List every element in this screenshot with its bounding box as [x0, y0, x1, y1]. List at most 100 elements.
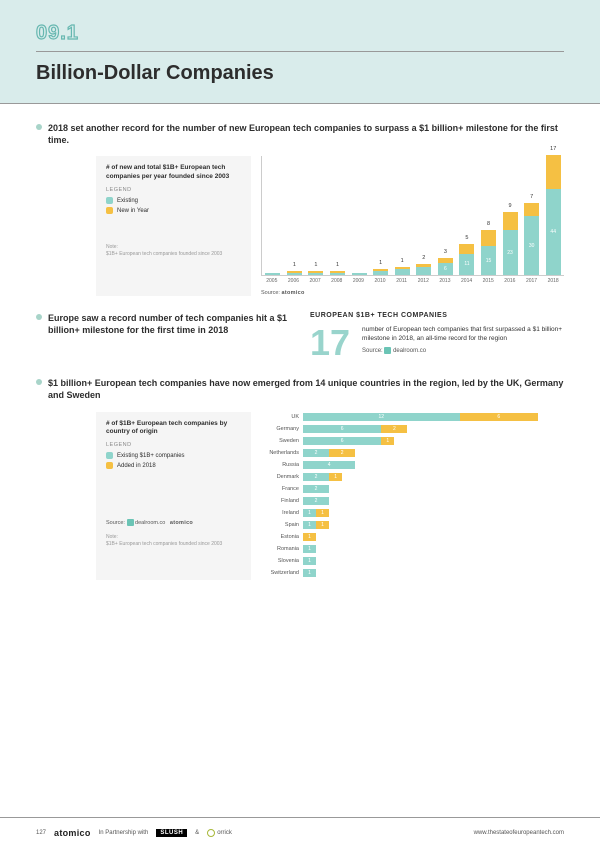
legend-item: New in Year: [106, 207, 241, 214]
page-number: 127: [36, 830, 46, 836]
hbar-track: 61: [303, 437, 564, 445]
hbar-row: Ireland11: [261, 508, 564, 518]
bar-group: 923: [503, 212, 518, 275]
hbar-segment-existing: 6: [303, 437, 381, 445]
hbar-row: Romania1: [261, 544, 564, 554]
bar-value-new: 8: [481, 221, 496, 227]
hbar-row: Switzerland1: [261, 568, 564, 578]
bar-group: 1: [308, 271, 323, 275]
page-title: Billion-Dollar Companies: [36, 62, 564, 85]
country-label: Slovenia: [261, 558, 303, 564]
hbar-segment-added: 1: [303, 533, 316, 541]
country-label: Switzerland: [261, 570, 303, 576]
bar-segment-existing: [395, 269, 410, 275]
dealroom-icon: [127, 519, 134, 526]
hbar-segment-added: 1: [381, 437, 394, 445]
legend-panel: # of new and total $1B+ European tech co…: [96, 156, 251, 296]
hbar-row: Denmark21: [261, 472, 564, 482]
x-axis-label: 2007: [304, 278, 326, 284]
x-axis-label: 2012: [412, 278, 434, 284]
hbar-track: 11: [303, 509, 564, 517]
x-axis-label: 2018: [542, 278, 564, 284]
page-header: 09.1 Billion-Dollar Companies: [0, 0, 600, 104]
x-axis-label: 2011: [391, 278, 413, 284]
footer-url: www.thestateofeuropeantech.com: [474, 830, 564, 836]
hbar-segment-existing: 1: [303, 569, 316, 577]
hbar-track: 1: [303, 557, 564, 565]
hbar-track: 1: [303, 533, 564, 541]
intro-text: 2018 set another record for the number o…: [48, 122, 564, 146]
country-label: France: [261, 486, 303, 492]
block-2018-record: 2018 set another record for the number o…: [36, 122, 564, 296]
x-axis-label: 2013: [434, 278, 456, 284]
stat-heading: EUROPEAN $1B+ TECH COMPANIES: [310, 312, 564, 319]
intro-text: $1 billion+ European tech companies have…: [48, 377, 564, 401]
country-label: Ireland: [261, 510, 303, 516]
x-axis-label: 2006: [283, 278, 305, 284]
dealroom-icon: [384, 347, 391, 354]
bar-segment-new: [524, 203, 539, 217]
legend-item: Existing: [106, 197, 241, 204]
bar-segment-new: [481, 230, 496, 246]
hbar-segment-existing: 2: [303, 473, 329, 481]
source-line: Source: dealroom.co: [362, 347, 564, 354]
legend-item-label: Existing: [117, 198, 138, 204]
bar-segment-existing: [308, 273, 323, 275]
bar-group: 1: [330, 271, 345, 275]
hbar-row: UK126: [261, 412, 564, 422]
source-line: Source: dealroom.co atomico: [106, 519, 241, 526]
bar-segment-existing: 15: [481, 246, 496, 276]
hbar-row: Russia4: [261, 460, 564, 470]
bar-group: [265, 273, 280, 275]
hbar-segment-added: 1: [329, 473, 342, 481]
bar-segment-existing: [265, 273, 280, 275]
bar-value-new: 5: [459, 235, 474, 241]
hbar-segment-added: 2: [329, 449, 355, 457]
hbar-track: 21: [303, 473, 564, 481]
slush-logo: SLUSH: [156, 829, 187, 837]
legend-item: Existing $1B+ companies: [106, 452, 241, 459]
page-footer: 127 atomico In Partnership with SLUSH & …: [0, 817, 600, 848]
hbar-track: 2: [303, 485, 564, 493]
hbar-track: 2: [303, 497, 564, 505]
hbar-segment-existing: 1: [303, 521, 316, 529]
x-axis-label: 2015: [477, 278, 499, 284]
bar-group: 511: [459, 244, 474, 275]
chart-row: # of new and total $1B+ European tech co…: [36, 156, 564, 296]
bullet-icon: [36, 124, 42, 130]
x-axis-label: 2014: [456, 278, 478, 284]
legend-item-label: Existing $1B+ companies: [117, 453, 185, 459]
bar-segment-existing: 44: [546, 189, 561, 276]
country-hbar-chart: UK126Germany62Sweden61Netherlands22Russi…: [261, 412, 564, 580]
bar-segment-existing: [352, 273, 367, 275]
partnership-label: In Partnership with: [99, 830, 149, 836]
x-axis-label: 2005: [261, 278, 283, 284]
hbar-track: 1: [303, 545, 564, 553]
bar-value-new: 7: [524, 194, 539, 200]
stat-panel: EUROPEAN $1B+ TECH COMPANIES 17 number o…: [310, 312, 564, 361]
hbar-track: 1: [303, 569, 564, 577]
bar-group: 815: [481, 230, 496, 275]
bar-group: 1: [287, 271, 302, 275]
hbar-segment-existing: 6: [303, 425, 381, 433]
hbar-row: Spain11: [261, 520, 564, 530]
x-axis-label: 2016: [499, 278, 521, 284]
bar-value-new: 2: [416, 255, 431, 261]
legend-item-label: Added in 2018: [117, 463, 156, 469]
ampersand: &: [195, 830, 199, 836]
hbar-track: 22: [303, 449, 564, 457]
x-axis-label: 2010: [369, 278, 391, 284]
atomico-logo: atomico: [170, 520, 193, 526]
country-label: Spain: [261, 522, 303, 528]
country-label: Sweden: [261, 438, 303, 444]
bar-segment-existing: 6: [438, 263, 453, 275]
bar-segment-existing: [373, 271, 388, 275]
yearly-bar-chart: 111112365118159237301744 200520062007200…: [261, 156, 564, 296]
hbar-segment-added: 6: [460, 413, 538, 421]
bar-value-new: 1: [395, 258, 410, 264]
intro-row: 2018 set another record for the number o…: [36, 122, 564, 146]
hbar-row: France2: [261, 484, 564, 494]
bar-segment-new: [459, 244, 474, 254]
bar-segment-existing: 30: [524, 216, 539, 275]
hbar-track: 11: [303, 521, 564, 529]
